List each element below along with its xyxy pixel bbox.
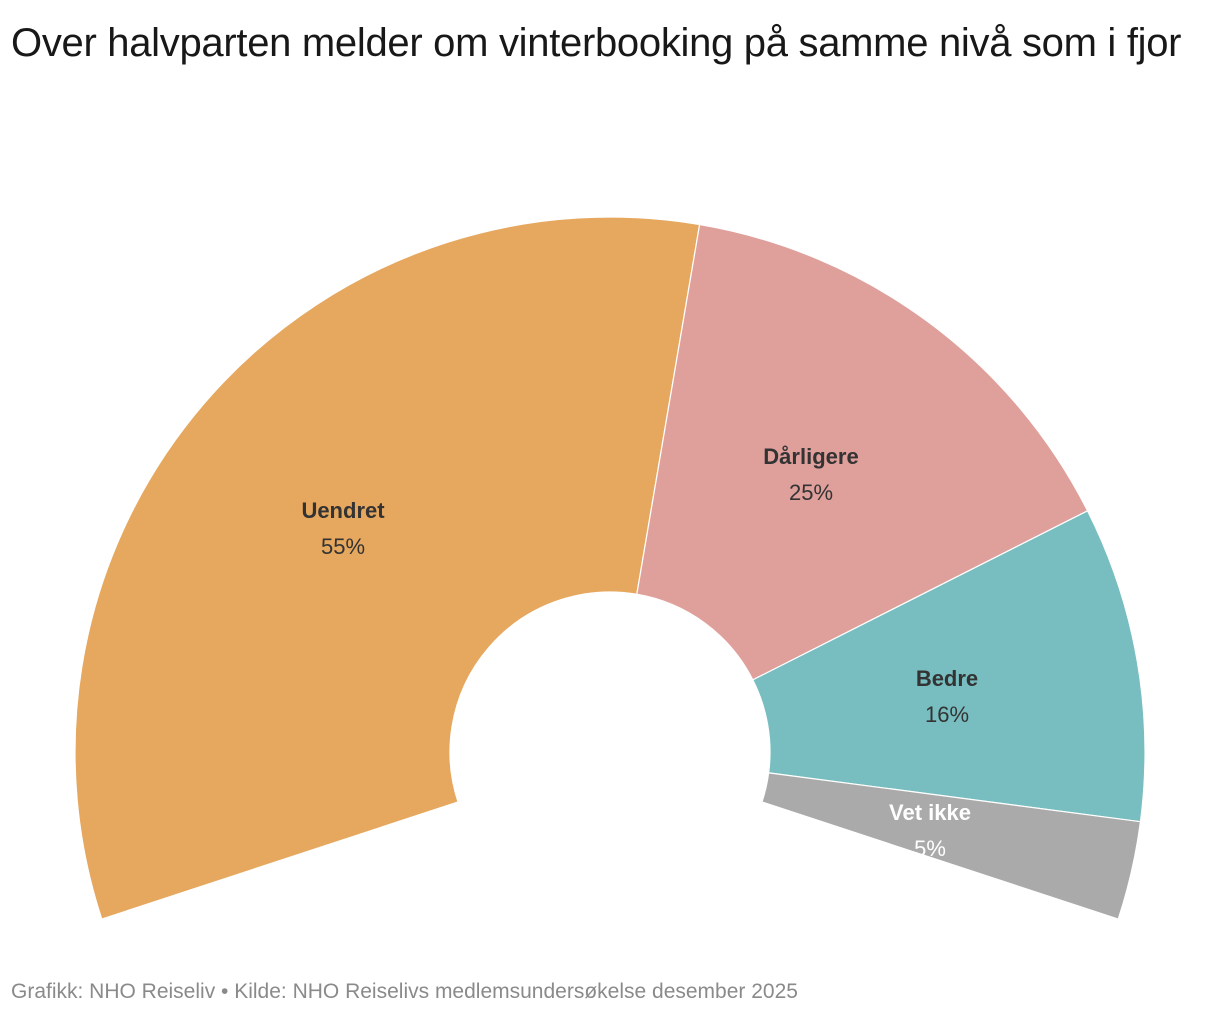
slice-label-name: Uendret [301,498,385,523]
slice-label-name: Vet ikke [889,800,971,825]
slice-label-name: Dårligere [763,444,858,469]
slice-label-value: 55% [321,534,365,559]
slice-bedre[interactable] [752,510,1146,823]
slice-label-name: Bedre [916,666,978,691]
slice-vet-ikke[interactable] [761,772,1142,920]
slice-label-value: 5% [914,836,946,861]
slices-group [74,216,1146,920]
slice-label-value: 25% [789,480,833,505]
source-footer: Grafikk: NHO Reiseliv • Kilde: NHO Reise… [11,980,798,1003]
slice-uendret[interactable] [74,216,701,920]
slice-dårligere[interactable] [636,223,1089,681]
slice-label-value: 16% [925,702,969,727]
chart-title: Over halvparten melder om vinterbooking … [11,21,1182,65]
labels-group: Uendret 55% Dårligere 25% Bedre 16% Vet ikke 5% [301,444,978,861]
